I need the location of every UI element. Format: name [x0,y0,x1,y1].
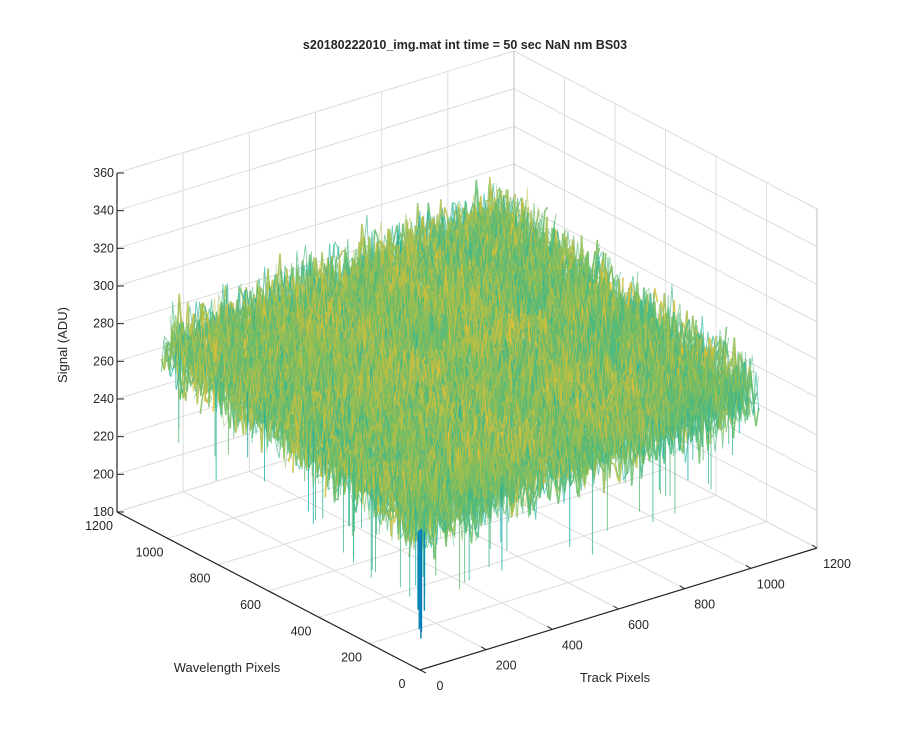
surface-column [495,182,755,418]
z-tick-label: 200 [93,467,114,481]
surface-column [224,308,484,518]
grid-line [369,521,767,645]
y-tick-label: 800 [190,572,211,586]
x-tick [480,646,487,651]
y-tick-label: 600 [240,598,261,612]
surface-column [499,199,760,412]
grid-line [513,201,818,361]
surface-column [491,185,751,412]
tick-labels: 0 200 400 600 800 1000 1200 0 200 400 600 800 1000 12… [85,166,851,693]
surface-column [478,214,738,408]
surface-column [461,204,722,410]
y-tick [167,537,174,542]
x-tick [613,605,619,610]
y-tick [217,564,225,569]
surface-column [423,219,683,449]
x-tick [414,666,421,671]
y-tick-label: 200 [341,651,362,665]
y-tick-label: 0 [399,677,406,691]
surface-column [393,231,654,459]
grid-line [513,163,818,323]
x-tick [547,625,553,630]
surface-column [194,325,455,547]
grid-line [513,125,818,285]
z-tick-label: 260 [93,354,114,368]
x-tick-label: 0 [437,679,444,693]
grid-line [116,125,515,249]
surface-column [419,241,679,456]
z-tick-label: 240 [93,392,114,406]
z-tick-label: 340 [93,204,114,218]
chart-title: s20180222010_img.mat int time = 50 sec N… [303,38,627,52]
surface-column [360,237,620,481]
z-tick-label: 300 [93,279,114,293]
surface-mesh [160,177,760,639]
x-tick-label: 1000 [757,577,785,591]
surface-column [372,237,633,470]
grid-line [116,88,515,212]
grid-line [318,494,717,618]
x-tick-label: 800 [694,598,715,612]
x-tick [679,585,685,590]
surface-column [440,224,700,420]
y-tick [268,590,275,595]
x-axis-label: Track Pixels [580,670,651,685]
y-tick [419,669,427,674]
z-tick-label: 180 [93,505,114,519]
surface-column [241,309,501,500]
surface-column [254,297,514,519]
surface-column [271,277,531,499]
y-tick [369,643,376,648]
surface-column [470,195,730,437]
y-axis-label: Wavelength Pixels [174,660,281,675]
x-tick-label: 400 [562,638,583,652]
grid-line [116,163,515,287]
grid-line [513,88,818,248]
x-tick-label: 1200 [823,557,851,571]
surface-column [444,216,705,451]
grid-line [116,50,515,174]
y-tick-label: 1000 [136,545,164,559]
x-tick [745,564,752,569]
z-tick-label: 360 [93,166,114,180]
z-tick-label: 220 [93,430,114,444]
y-tick [318,616,326,621]
surface-column [402,213,662,448]
z-tick-label: 280 [93,317,114,331]
y-tick-label: 1200 [85,519,113,533]
surface-column [326,282,586,479]
grid-line [513,50,818,210]
x-tick-label: 600 [628,618,649,632]
z-tick-label: 320 [93,241,114,255]
x-tick [811,544,818,549]
x-tick-label: 200 [496,659,517,673]
surface-column [216,315,476,518]
surface-column [482,206,743,414]
z-axis-label: Signal (ADU) [55,307,70,383]
y-tick-label: 400 [291,624,312,638]
